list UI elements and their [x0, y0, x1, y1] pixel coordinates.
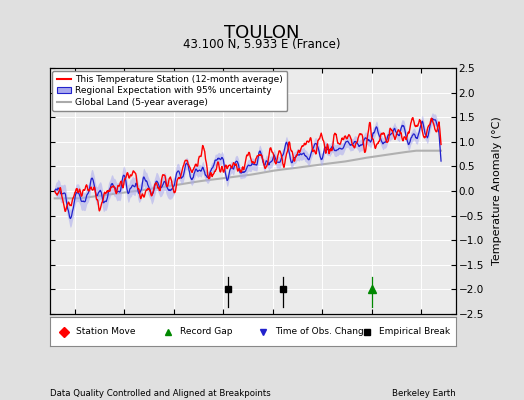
Y-axis label: Temperature Anomaly (°C): Temperature Anomaly (°C) — [493, 117, 503, 265]
Text: 43.100 N, 5.933 E (France): 43.100 N, 5.933 E (France) — [183, 38, 341, 51]
Text: Station Move: Station Move — [76, 327, 136, 336]
Text: Record Gap: Record Gap — [180, 327, 232, 336]
Text: TOULON: TOULON — [224, 24, 300, 42]
Text: Empirical Break: Empirical Break — [379, 327, 450, 336]
Text: Time of Obs. Change: Time of Obs. Change — [275, 327, 369, 336]
Text: Berkeley Earth: Berkeley Earth — [392, 389, 456, 398]
Text: Data Quality Controlled and Aligned at Breakpoints: Data Quality Controlled and Aligned at B… — [50, 389, 270, 398]
Legend: This Temperature Station (12-month average), Regional Expectation with 95% uncer: This Temperature Station (12-month avera… — [52, 71, 287, 111]
